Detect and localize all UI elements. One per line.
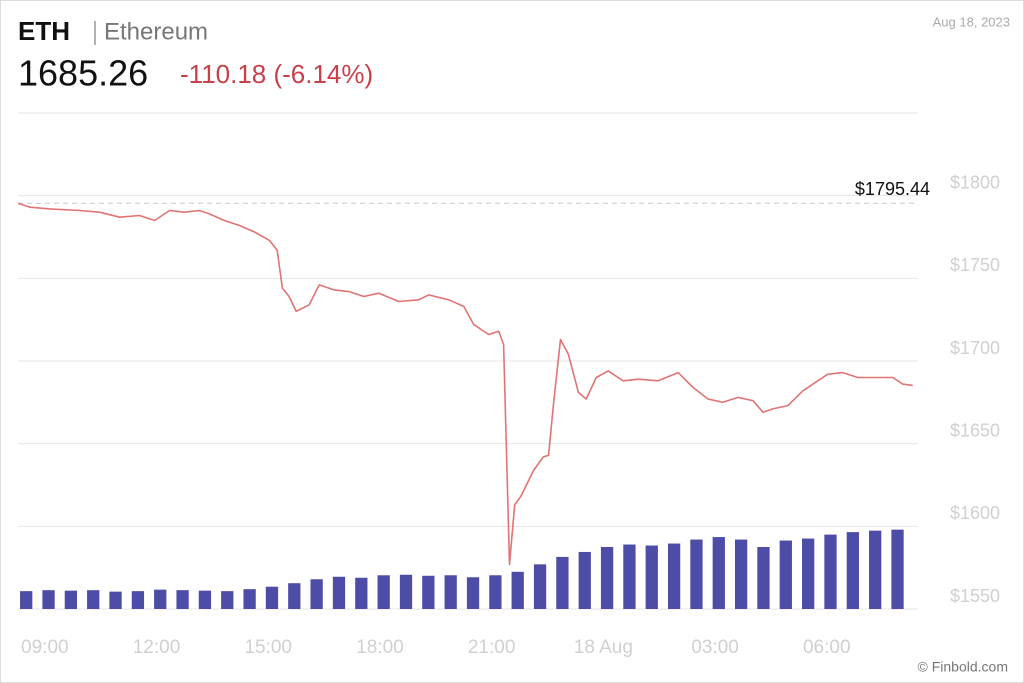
volume-bar [690, 539, 703, 609]
price-line [17, 202, 913, 566]
volume-bar [645, 545, 658, 609]
volume-bar [20, 591, 33, 609]
volume-bar [511, 571, 524, 609]
x-tick-label: 15:00 [244, 637, 292, 658]
volume-bar [533, 564, 547, 609]
volume-bar [824, 534, 837, 609]
y-tick-label: $1600 [950, 503, 1000, 523]
volume-bar [489, 575, 502, 609]
y-tick-label: $1800 [950, 172, 1000, 192]
x-tick-label: 03:00 [691, 637, 739, 658]
reference-label: $1795.44 [855, 179, 930, 199]
volume-bar [154, 589, 167, 609]
volume-bar [176, 590, 189, 609]
plot: $1550 $1600 $1650 $1700 $1750 $1800 09:00 12:00… [17, 172, 1000, 658]
volume-bar [779, 540, 792, 609]
volume-bar [310, 579, 323, 609]
volume-bar [846, 532, 859, 609]
volume-bar [243, 589, 256, 609]
volume-bar [466, 577, 480, 609]
symbol: ETH [18, 16, 70, 46]
volume-bar [712, 537, 725, 609]
volume-bar [757, 547, 770, 609]
y-tick-label: $1550 [950, 586, 1000, 606]
volume-bar [64, 590, 78, 609]
x-tick-label: 06:00 [803, 637, 851, 658]
date: Aug 18, 2023 [933, 14, 1010, 29]
volume-bar [891, 529, 904, 609]
volume-bar [355, 577, 368, 609]
volume-bar [444, 575, 457, 609]
x-tick-label: 21:00 [468, 637, 516, 658]
x-tick-label: 12:00 [133, 637, 181, 658]
volume-bar [377, 575, 390, 609]
volume-bar [265, 586, 279, 609]
y-tick-label: $1750 [950, 255, 1000, 275]
volume-bar [87, 590, 100, 609]
volume-bar [288, 583, 301, 609]
volume-bar [422, 575, 435, 609]
x-tick-label: 18:00 [356, 637, 404, 658]
credit: © Finbold.com [918, 659, 1008, 675]
volume-bar [399, 574, 413, 609]
volume-bar [198, 590, 212, 609]
volume-bar [578, 551, 591, 609]
volume-bar [556, 556, 569, 609]
volume-bar [131, 591, 145, 609]
price: 1685.26 [18, 53, 148, 94]
asset-name: Ethereum [104, 18, 208, 45]
x-tick-label: 18 Aug [574, 637, 633, 658]
volume-bar [221, 591, 234, 609]
volume-bar [869, 530, 882, 609]
volume-bar [332, 576, 346, 609]
volume-bar [109, 591, 122, 609]
x-tick-label: 09:00 [21, 637, 69, 658]
y-tick-label: $1700 [950, 338, 1000, 358]
volume-bar [802, 538, 815, 609]
volume-bar [42, 590, 55, 609]
volume-bar [600, 547, 614, 609]
y-tick-label: $1650 [950, 420, 1000, 440]
volume-bar [623, 544, 636, 609]
volume-bar [734, 539, 748, 609]
price-change: -110.18 (-6.14%) [180, 59, 373, 89]
volume-bar [667, 543, 681, 609]
